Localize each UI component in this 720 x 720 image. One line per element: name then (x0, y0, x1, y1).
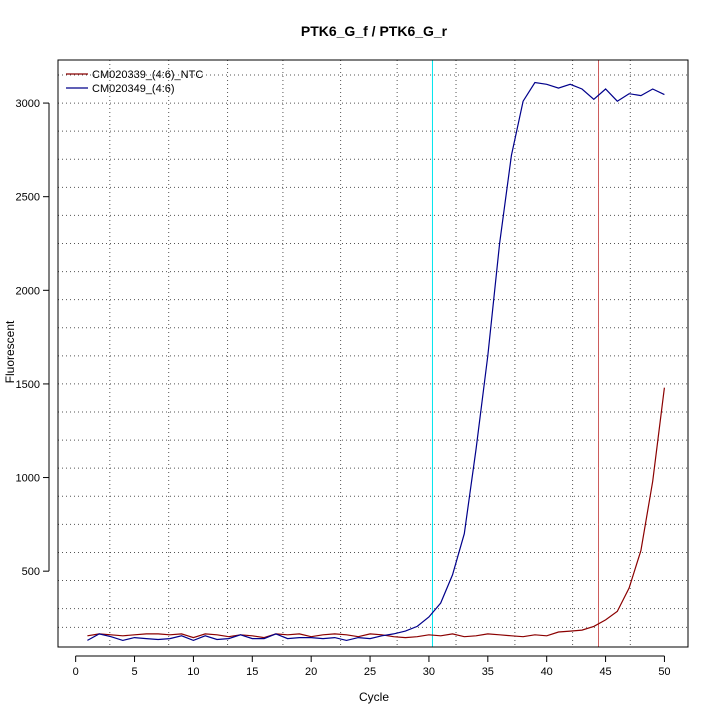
x-tick-label: 10 (187, 666, 199, 678)
grid (58, 60, 688, 647)
threshold-lines (431, 60, 600, 647)
y-tick-label: 500 (22, 566, 40, 578)
x-tick-label: 35 (482, 666, 494, 678)
x-tick-label: 45 (599, 666, 611, 678)
legend-label: CM020339_(4:6)_NTC (92, 69, 203, 81)
x-tick-label: 20 (305, 666, 317, 678)
x-tick-label: 30 (423, 666, 435, 678)
x-tick-label: 25 (364, 666, 376, 678)
series-line-1 (87, 387, 665, 639)
x-tick-label: 5 (131, 666, 137, 678)
x-tick-label: 40 (541, 666, 553, 678)
legend-label: CM020349_(4:6) (92, 83, 175, 95)
x-tick-label: 50 (658, 666, 670, 678)
x-tick-label: 0 (73, 666, 79, 678)
x-axis: 0 5 10 15 20 25 30 35 40 45 50 (73, 655, 671, 678)
legend: CM020339_(4:6)_NTC CM020349_(4:6) (66, 69, 203, 95)
series-lines (87, 81, 665, 642)
y-tick-label: 2000 (16, 285, 40, 297)
x-axis-label: Cycle (359, 690, 389, 704)
y-axis: 500 1000 1500 2000 2500 3000 (16, 98, 50, 578)
y-tick-label: 3000 (16, 98, 40, 110)
series-line-2 (87, 81, 665, 642)
plot-frame (57, 59, 689, 648)
y-tick-label: 1500 (16, 379, 40, 391)
y-axis-label: Fluorescent (3, 320, 17, 383)
chart-title: PTK6_G_f / PTK6_G_r (301, 23, 448, 39)
y-tick-label: 1000 (16, 473, 40, 485)
y-tick-label: 2500 (16, 192, 40, 204)
x-tick-label: 15 (246, 666, 258, 678)
